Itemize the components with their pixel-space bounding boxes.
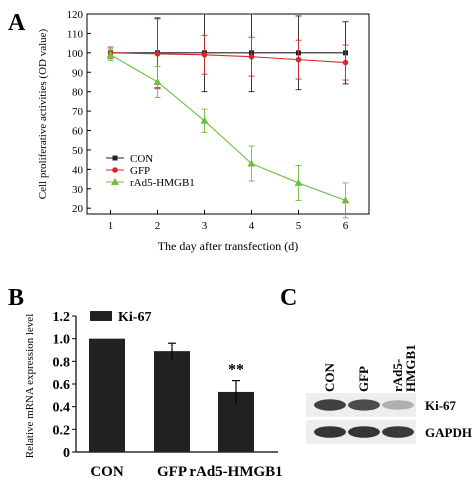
panel-a-series-line <box>110 54 346 201</box>
panel-a-x-label: The day after transfection (d) <box>158 239 299 253</box>
panel-b-y-label: Relative mRNA expression level <box>24 314 36 459</box>
panel-b-significance-mark: ** <box>228 362 244 379</box>
panel-a-series-line <box>110 52 346 64</box>
panel-a-legend-marker <box>111 178 119 185</box>
panel-c-band <box>348 399 380 411</box>
panel-a-y-tick-label: 50 <box>72 145 84 157</box>
panel-c-lane-label: CON <box>322 363 337 393</box>
panel-a-x-tick-label: 2 <box>155 220 161 232</box>
panel-a-y-tick-label: 110 <box>67 28 84 40</box>
panel-c-band <box>348 426 380 438</box>
panel-b-y-tick-label: 0.4 <box>53 401 71 416</box>
panel-b-legend-swatch <box>90 311 112 321</box>
panel-a-y-tick-label: 90 <box>72 67 84 79</box>
panel-a-y-tick-label: 100 <box>67 48 84 60</box>
panel-a-y-tick-label: 120 <box>67 9 84 21</box>
panel-a-plot-frame <box>86 13 370 215</box>
panel-b-legend-label: Ki-67 <box>118 310 151 325</box>
panel-a-data-point <box>342 59 349 66</box>
panel-a-series <box>106 13 350 219</box>
panel-a-legend-label: GFP <box>130 165 150 177</box>
panel-c-band <box>314 426 346 438</box>
panel-c-label: C <box>280 285 297 311</box>
panel-a-data-point <box>154 51 161 57</box>
panel-c-band <box>382 426 414 438</box>
panel-b-bar <box>154 351 190 452</box>
panel-a-legend-label: CON <box>130 153 153 165</box>
panel-a-y-tick-label: 70 <box>72 106 84 118</box>
panel-a-data-point <box>153 77 162 85</box>
panel-b-y-tick-label: 1.0 <box>53 333 71 348</box>
panel-b-y-axis: 0 0.2 0.4 0.6 0.8 1.0 1.2 <box>53 310 76 461</box>
panel-a-y-label: Cell proliferative activities (OD value) <box>37 28 49 199</box>
panel-b-y-tick-label: 1.2 <box>53 310 71 325</box>
panel-a-x-tick-label: 3 <box>202 220 208 232</box>
panel-c-lane-label: GFP <box>356 366 371 392</box>
panel-b-bar <box>89 338 125 452</box>
panel-c-lane-label: rAd5- <box>390 359 405 392</box>
panel-c-lane-label: HMGB1 <box>403 344 418 392</box>
panel-a-data-point <box>341 196 350 204</box>
panel-a-data-point <box>200 116 209 124</box>
panel-a-data-point <box>106 50 115 58</box>
panel-b-y-tick-label: 0.8 <box>53 355 71 370</box>
panel-c-band <box>314 399 346 411</box>
panel-b-category-label: GFP <box>157 464 187 480</box>
panel-c-row-label: GAPDH <box>425 425 472 440</box>
panel-b-y-tick-label: 0 <box>63 446 70 461</box>
panel-a-legend-marker <box>112 167 118 173</box>
panel-a-data-point <box>248 53 255 60</box>
panel-a-data-point <box>201 51 208 58</box>
panel-b-label: B <box>8 285 24 311</box>
panel-a-x-tick-label: 5 <box>296 220 302 232</box>
panel-a-legend-marker <box>112 155 118 161</box>
panel-b-category-label: CON <box>90 464 124 480</box>
panel-a-y-tick-label: 40 <box>72 164 84 176</box>
panel-c-band <box>382 400 414 410</box>
panel-a-label: A <box>8 10 26 36</box>
panel-a-y-tick-label: 80 <box>72 87 84 99</box>
panel-a-line-chart: 20 30 40 50 60 70 80 90 100 110 120 1 2 3 4 5 6 CONGFPr… <box>37 9 370 253</box>
panel-b-bar-chart: 0 0.2 0.4 0.6 0.8 1.0 1.2 CON GFP rAd5-HMGB1 ** K… <box>24 310 283 480</box>
panel-a-legend-label: rAd5-HMGB1 <box>130 177 195 189</box>
panel-a-data-point <box>294 178 303 186</box>
panel-a-data-point <box>295 56 302 63</box>
panel-a-x-tick-label: 6 <box>343 220 349 232</box>
panel-c-row-label: Ki-67 <box>425 398 457 413</box>
panel-c-western-blot: CON GFP rAd5-HMGB1 Ki-67 GAPDH <box>306 344 472 444</box>
panel-a-y-tick-label: 20 <box>72 203 84 215</box>
panel-a-data-point <box>247 159 256 167</box>
panel-b-category-label: rAd5-HMGB1 <box>189 464 282 480</box>
panel-b-y-tick-label: 0.2 <box>53 423 71 438</box>
panel-a-x-tick-label: 1 <box>108 220 114 232</box>
panel-a-y-axis: 20 30 40 50 60 70 80 90 100 110 120 <box>67 9 91 215</box>
panel-b-bars: CON GFP rAd5-HMGB1 ** <box>89 338 283 480</box>
panel-a-y-tick-label: 60 <box>72 126 84 138</box>
panel-a-y-tick-label: 30 <box>72 184 84 196</box>
panel-a-x-tick-label: 4 <box>249 220 255 232</box>
panel-a-x-axis: 1 2 3 4 5 6 <box>108 210 349 232</box>
panel-b-y-tick-label: 0.6 <box>53 378 71 393</box>
